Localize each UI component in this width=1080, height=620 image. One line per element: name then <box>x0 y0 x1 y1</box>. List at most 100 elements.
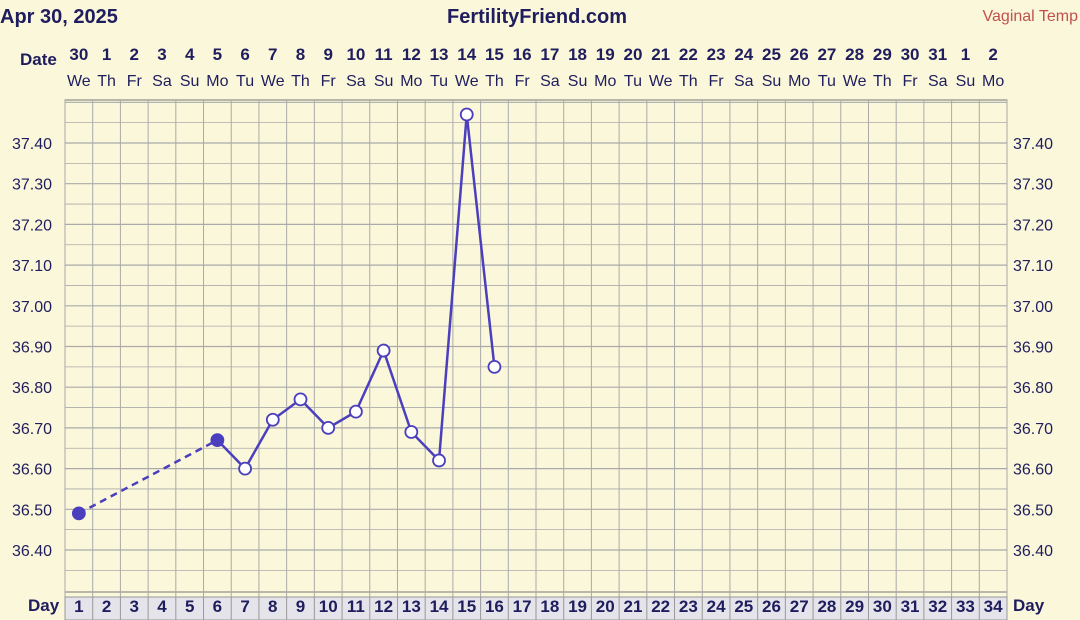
weekday-label: Fr <box>127 73 143 90</box>
cycle-day-label: 34 <box>984 597 1003 616</box>
cycle-day-label: 26 <box>762 597 781 616</box>
date-label: 7 <box>268 45 277 64</box>
legend-vaginal-temp: Vaginal Temp <box>982 8 1078 25</box>
weekday-label: Su <box>762 73 782 90</box>
y-tick-label-left: 37.00 <box>12 299 52 316</box>
date-label: 15 <box>485 45 504 64</box>
series-segment <box>382 350 413 433</box>
temp-point-filled <box>71 506 86 521</box>
temp-point-open <box>459 107 474 122</box>
weekday-label: We <box>649 73 673 90</box>
date-label: 5 <box>213 45 222 64</box>
date-label: 1 <box>102 45 111 64</box>
y-tick-label-right: 36.40 <box>1013 543 1053 560</box>
weekday-label: Mo <box>206 73 228 90</box>
cycle-day-label: 33 <box>956 597 975 616</box>
cycle-day-label: 10 <box>319 597 338 616</box>
weekday-label: We <box>67 73 91 90</box>
weekday-label: Th <box>97 73 116 90</box>
date-label: 9 <box>323 45 332 64</box>
y-tick-label-right: 36.70 <box>1013 421 1053 438</box>
cycle-day-label: 14 <box>430 597 449 616</box>
temp-point-open <box>349 404 363 419</box>
weekday-label: Su <box>374 73 394 90</box>
date-label: 4 <box>185 45 195 64</box>
temp-point-filled <box>210 433 225 448</box>
weekday-label: Th <box>291 73 310 90</box>
date-label: 21 <box>651 45 670 64</box>
weekday-label: Sa <box>928 73 948 90</box>
weekday-label: Mo <box>788 73 810 90</box>
y-tick-label-left: 37.20 <box>12 217 52 234</box>
y-tick-label-right: 36.60 <box>1013 462 1053 479</box>
y-tick-label-left: 37.10 <box>12 258 52 275</box>
date-label: 14 <box>457 45 476 64</box>
cycle-day-label: 7 <box>240 597 249 616</box>
site-title: FertilityFriend.com <box>447 6 628 28</box>
date-label: 2 <box>988 45 997 64</box>
cycle-day-label: 18 <box>540 597 559 616</box>
y-tick-label-left: 36.90 <box>12 340 52 357</box>
date-label: 19 <box>596 45 615 64</box>
date-label: 3 <box>157 45 166 64</box>
temp-point-open <box>487 359 502 374</box>
date-row-label: Date <box>20 50 57 69</box>
y-tick-label-right: 36.80 <box>1013 380 1053 397</box>
weekday-label: Mo <box>982 73 1004 90</box>
cycle-day-label: 24 <box>707 597 726 616</box>
weekday-label: Sa <box>346 73 366 90</box>
y-tick-label-right: 37.20 <box>1013 217 1053 234</box>
weekday-label: Su <box>568 73 588 90</box>
weekday-label: Sa <box>540 73 560 90</box>
date-label: 30 <box>69 45 88 64</box>
date-label: 11 <box>375 45 393 64</box>
date-label: 30 <box>901 45 920 64</box>
y-tick-label-left: 36.80 <box>12 380 52 397</box>
date-label: 2 <box>130 45 139 64</box>
weekday-label: We <box>843 73 867 90</box>
cycle-day-label: 1 <box>74 597 83 616</box>
series-segment <box>465 114 496 367</box>
cycle-day-label: 29 <box>845 597 864 616</box>
temp-point-open <box>321 420 336 435</box>
y-tick-label-right: 37.10 <box>1013 258 1053 275</box>
weekday-label: Su <box>956 73 976 90</box>
chart-date: Apr 30, 2025 <box>0 6 118 28</box>
cycle-day-label: 15 <box>457 597 476 616</box>
cycle-day-label: 28 <box>817 597 836 616</box>
cycle-day-label: 11 <box>347 597 365 616</box>
cycle-day-label: 16 <box>485 597 504 616</box>
y-tick-label-right: 36.90 <box>1013 340 1053 357</box>
date-label: 25 <box>762 45 781 64</box>
weekday-label: Fr <box>902 73 918 90</box>
series-segment <box>437 114 468 461</box>
series-segment <box>244 419 274 470</box>
y-tick-label-right: 36.50 <box>1013 502 1053 519</box>
series-segment-dashed <box>78 439 218 515</box>
date-label: 18 <box>568 45 587 64</box>
weekday-label: Fr <box>709 73 725 90</box>
weekday-label: Tu <box>430 73 448 90</box>
weekday-label: We <box>261 73 285 90</box>
date-label: 27 <box>817 45 836 64</box>
temp-point-open <box>432 453 446 468</box>
weekday-label: Mo <box>400 73 422 90</box>
series-segment <box>354 350 385 413</box>
cycle-day-label: 2 <box>102 597 111 616</box>
cycle-day-label: 30 <box>873 597 892 616</box>
date-label: 20 <box>624 45 643 64</box>
weekday-label: Th <box>679 73 698 90</box>
weekday-label: Fr <box>515 73 531 90</box>
y-tick-label-left: 36.70 <box>12 421 52 438</box>
y-tick-label-right: 37.30 <box>1013 177 1053 194</box>
weekday-label: Sa <box>734 73 754 90</box>
date-label: 17 <box>540 45 559 64</box>
date-label: 16 <box>513 45 532 64</box>
cycle-day-label: 27 <box>790 597 809 616</box>
date-label: 12 <box>402 45 421 64</box>
weekday-label: Th <box>873 73 892 90</box>
weekday-label: Su <box>180 73 200 90</box>
cycle-day-label: 31 <box>901 597 920 616</box>
date-label: 10 <box>346 45 365 64</box>
cycle-day-label: 4 <box>157 597 167 616</box>
